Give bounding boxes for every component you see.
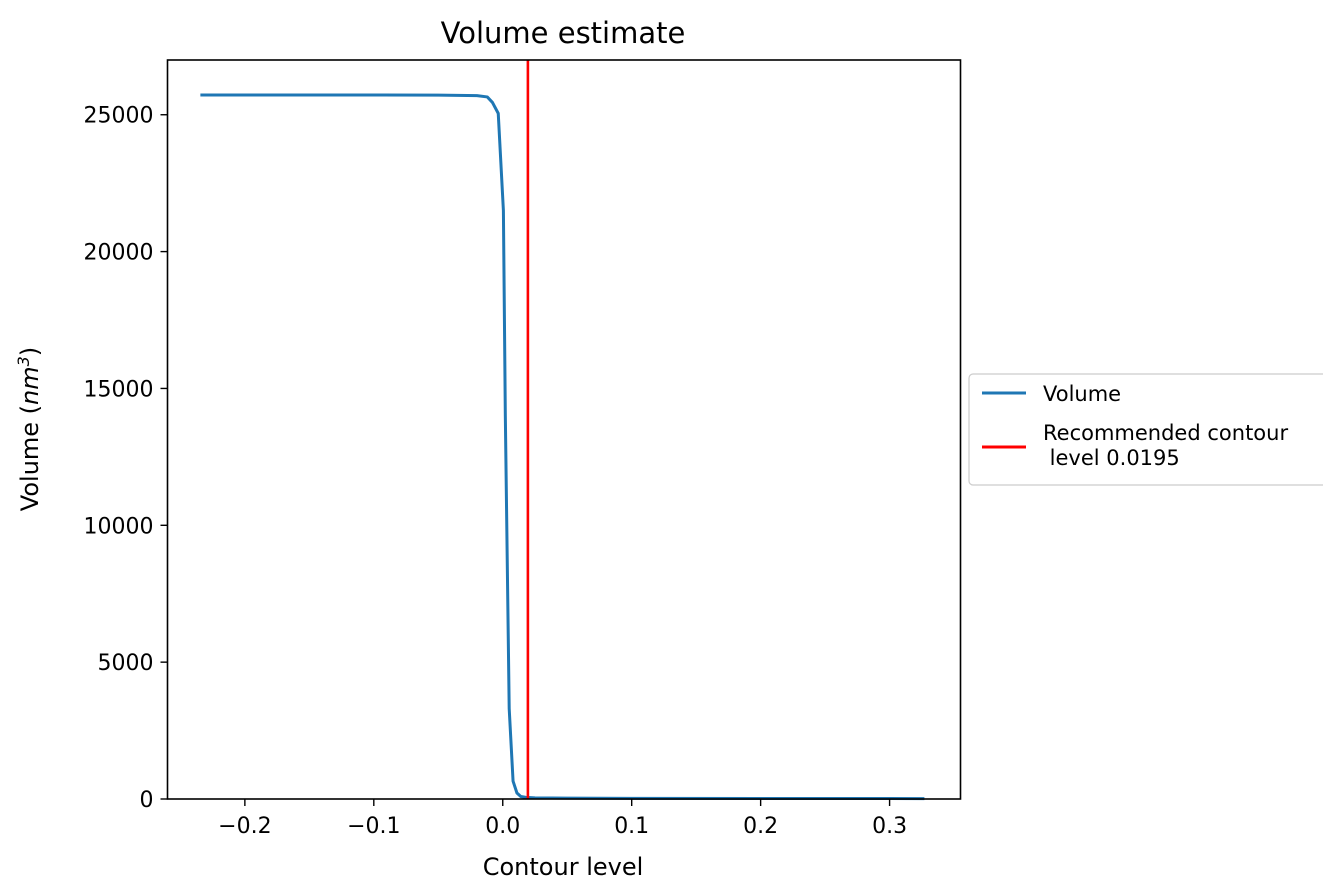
y-tick-label: 25000 — [84, 104, 154, 129]
legend-label-recommended: Recommended contour level 0.0195 — [1043, 421, 1295, 470]
y-axis-label-unit: nm — [16, 366, 44, 405]
y-tick-label: 15000 — [84, 377, 154, 402]
legend: Volume Recommended contour level 0.0195 — [968, 373, 1323, 486]
volume-series-line — [200, 93, 925, 801]
legend-label-recommended-line1: Recommended contour — [1043, 421, 1288, 445]
y-axis-label: Volume (nm3) — [14, 347, 45, 511]
y-axis-label-main: Volume ( — [16, 405, 44, 511]
x-axis-label: Contour level — [483, 853, 644, 880]
y-tick-label: 0 — [140, 788, 154, 813]
x-tick-label: −0.1 — [347, 814, 400, 839]
y-tick-label: 20000 — [84, 241, 154, 266]
y-tick-label: 10000 — [84, 514, 154, 539]
x-tick-label: 0.0 — [485, 814, 520, 839]
y-tick-label: 5000 — [98, 651, 154, 676]
x-tick-label: 0.1 — [614, 814, 649, 839]
series-layer — [200, 60, 925, 801]
x-axis-ticks: −0.2 −0.1 0.0 0.1 0.2 0.3 — [218, 799, 907, 839]
plot-frame — [166, 59, 962, 800]
x-tick-label: 0.2 — [743, 814, 778, 839]
legend-label-recommended-line2: level 0.0195 — [1043, 446, 1180, 470]
y-axis-label-close: ) — [16, 347, 44, 356]
legend-box — [968, 373, 1323, 486]
x-tick-label: −0.2 — [218, 814, 271, 839]
plot-area — [166, 59, 962, 801]
y-axis-ticks: 0 5000 10000 15000 20000 25000 — [84, 104, 168, 813]
legend-label-volume: Volume — [1043, 382, 1121, 406]
chart-title: Volume estimate — [441, 16, 686, 50]
y-axis-label-exponent: 3 — [14, 356, 33, 366]
x-tick-label: 0.3 — [872, 814, 907, 839]
